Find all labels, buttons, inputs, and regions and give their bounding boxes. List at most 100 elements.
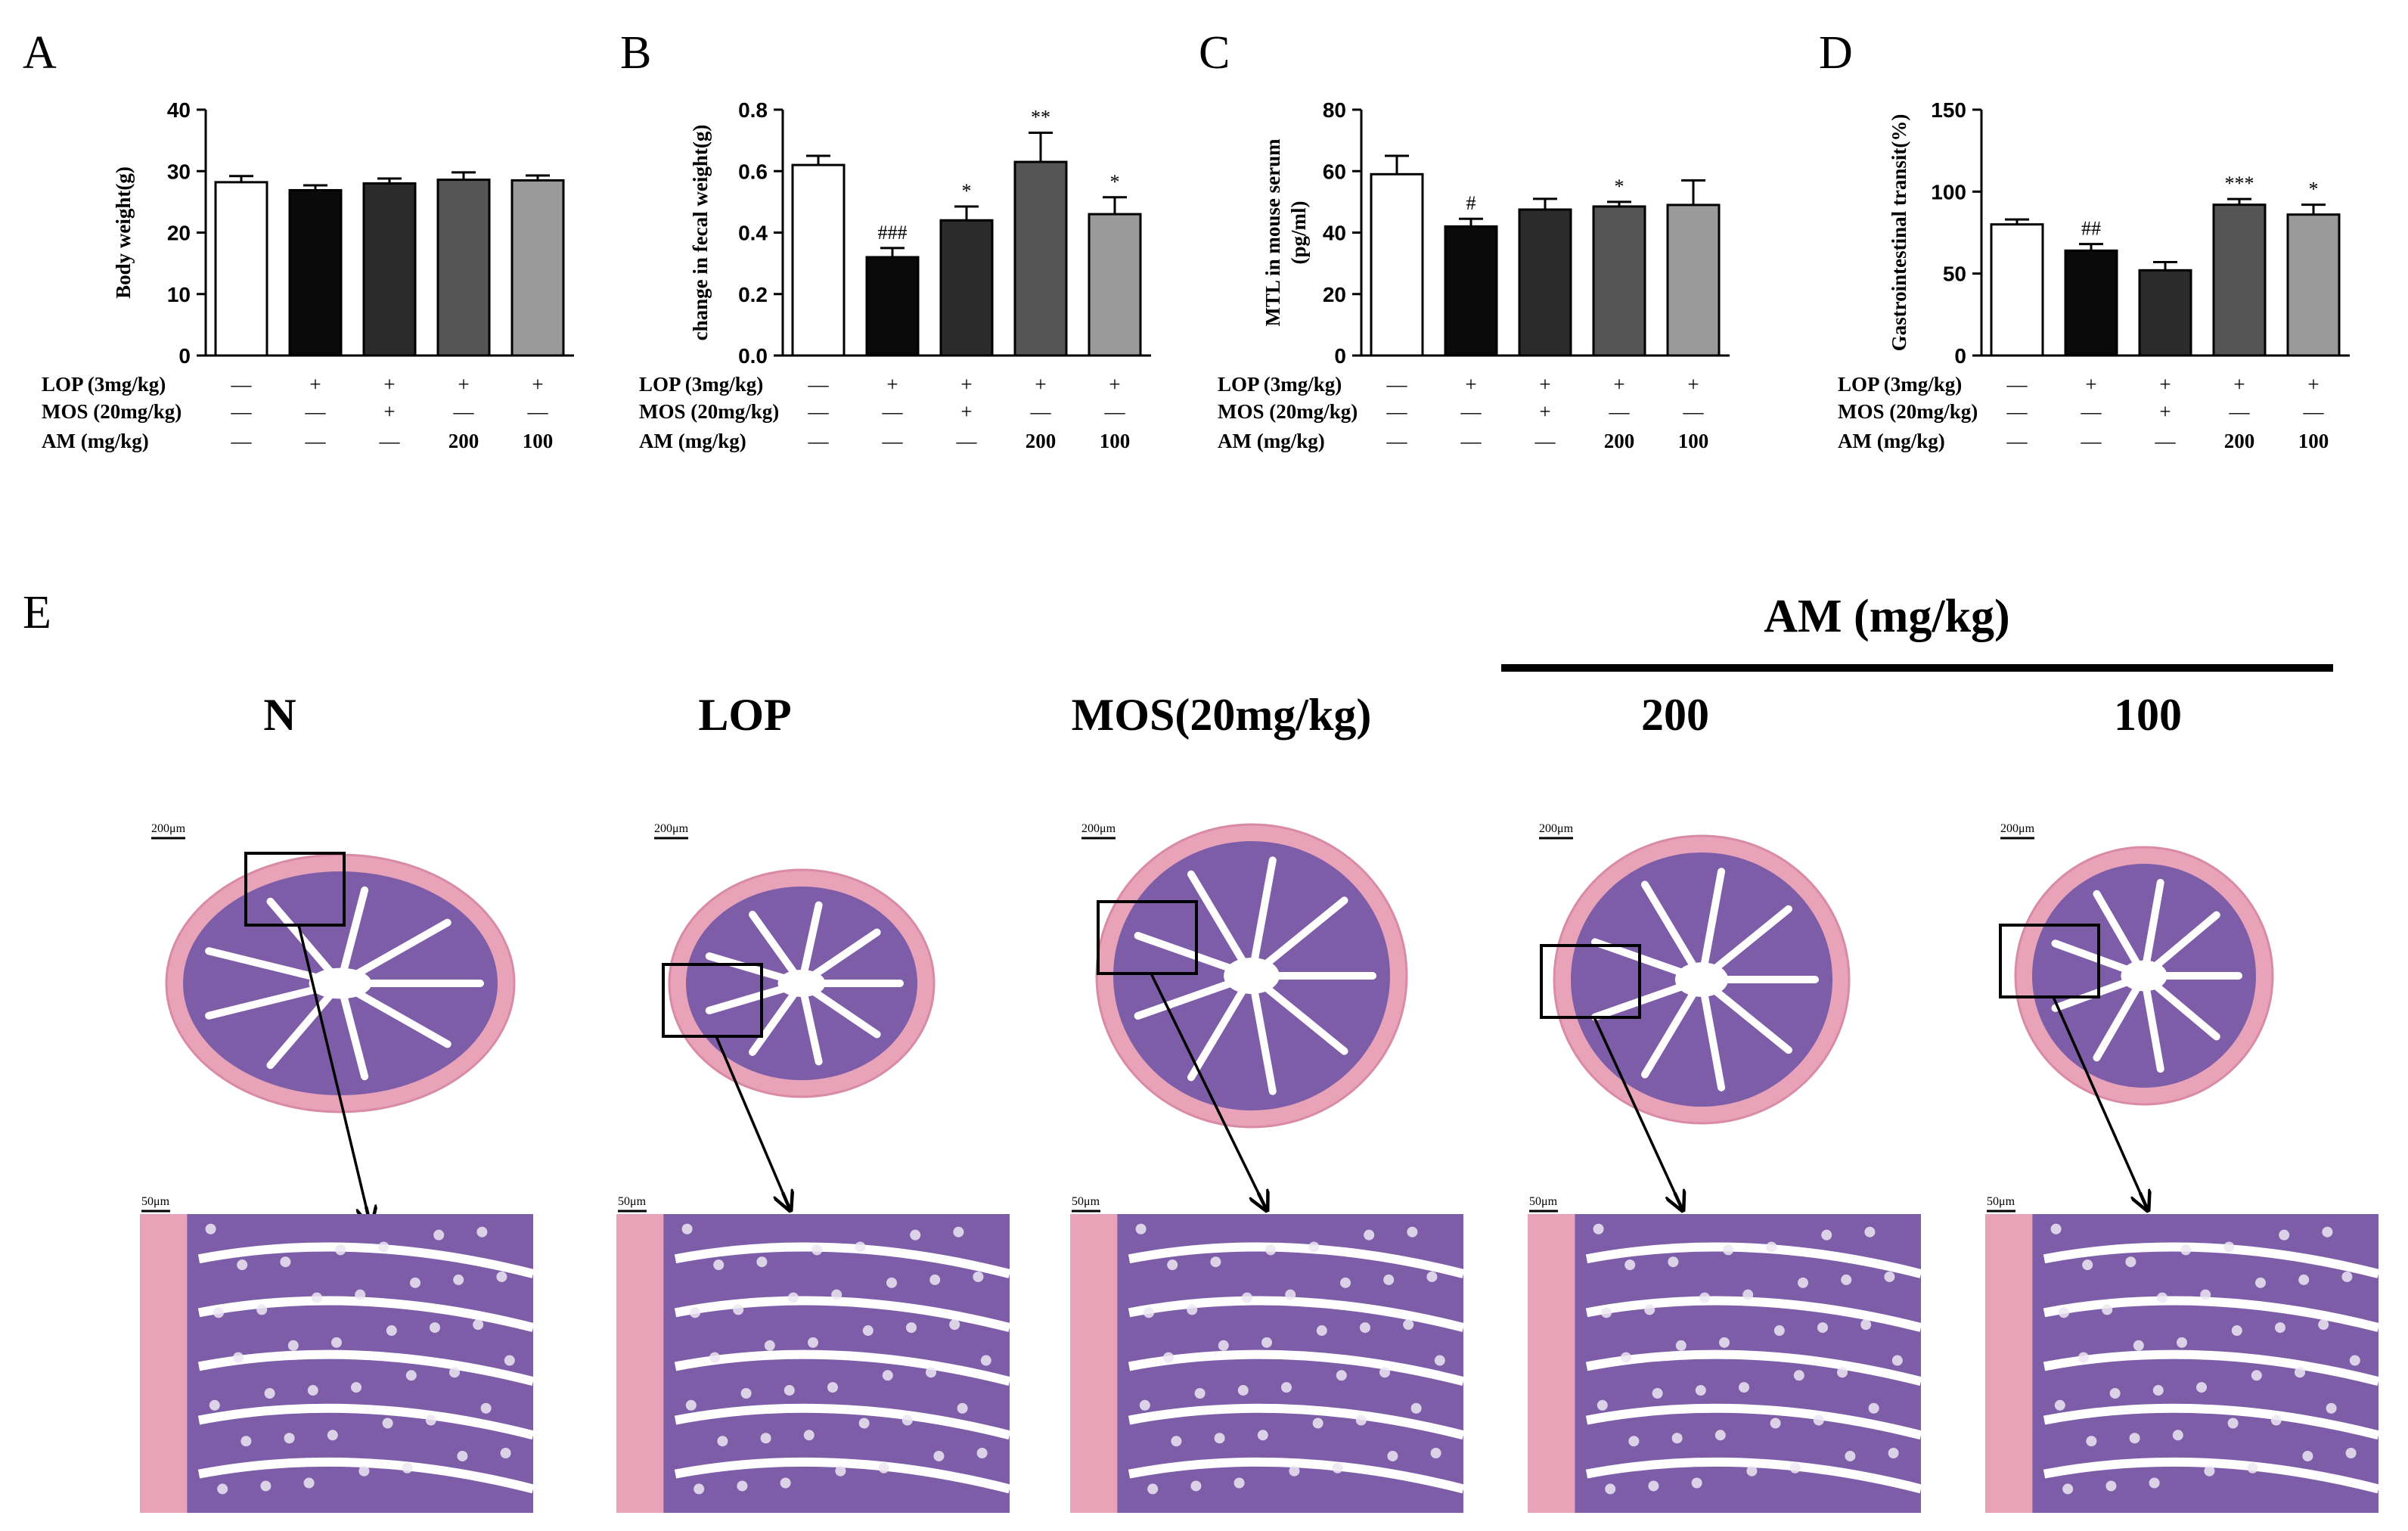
histology-group-0: N 200μm 50μm [140, 690, 535, 1513]
goblet-cell [280, 1256, 291, 1268]
zoom-selection-box [662, 963, 763, 1038]
goblet-cell [933, 1450, 945, 1461]
goblet-cell [2318, 1319, 2329, 1331]
goblet-cell [1289, 1465, 1300, 1477]
group-label: 200 [1641, 690, 1709, 740]
crypt-boundary [2043, 1242, 2380, 1278]
goblet-cell [2059, 1307, 2069, 1318]
treatment-row-label: MOS (20mg/kg) [639, 400, 779, 423]
goblet-cell [405, 1370, 417, 1381]
treatment-cell: + [1109, 373, 1120, 396]
goblet-cell [690, 1307, 700, 1318]
goblet-cell [1434, 1355, 1445, 1366]
goblet-cell [2341, 1271, 2353, 1282]
goblet-cell [1621, 1352, 1631, 1363]
goblet-cell [1605, 1483, 1616, 1495]
goblet-cell [1868, 1402, 1879, 1414]
goblet-cell [382, 1418, 393, 1429]
goblet-cell [476, 1226, 488, 1238]
goblet-cell [2129, 1433, 2140, 1444]
treatment-cell: 100 [2298, 430, 2329, 452]
goblet-cell [233, 1352, 244, 1363]
treatment-cell: — [231, 373, 253, 396]
goblet-cell [803, 1430, 815, 1441]
goblet-cell [1257, 1430, 1268, 1441]
goblet-cell [327, 1430, 338, 1441]
goblet-cell [2223, 1241, 2235, 1253]
goblet-cell [1593, 1223, 1604, 1234]
crypt-boundary [2043, 1296, 2380, 1332]
treatment-cell: + [458, 373, 469, 396]
bar-am-100 [1088, 213, 1142, 357]
goblet-cell [240, 1436, 252, 1447]
treatment-cell: — [305, 430, 327, 452]
goblet-cell [882, 1370, 893, 1381]
goblet-cell [906, 1322, 917, 1334]
treatment-cell: 200 [448, 430, 479, 452]
histology-group-3: 200 200μm 50μm [1528, 690, 1922, 1513]
goblet-cell [209, 1399, 220, 1411]
crypt-boundary [1585, 1403, 1922, 1440]
y-tick-label: 20 [167, 222, 191, 245]
goblet-cell [217, 1483, 228, 1495]
goblet-cell [284, 1433, 295, 1444]
goblet-cell [2227, 1418, 2239, 1429]
crypt-boundary [1128, 1457, 1465, 1494]
treatment-cell: — [1386, 373, 1408, 396]
y-axis-label: change in fecal weight(g) [689, 125, 712, 341]
significance-marker: *** [2225, 172, 2254, 194]
y-tick-label: 0 [1334, 344, 1346, 368]
goblet-cell [2152, 1385, 2164, 1396]
treatment-cell: — [2081, 400, 2102, 423]
bar-mos [2138, 269, 2192, 357]
bar-am-200 [2212, 203, 2267, 357]
chart-panel-d: D 0 50 100 150 Gastrointestinal transit(%) ## *… [1819, 27, 2350, 452]
y-tick-label: 80 [1323, 98, 1346, 122]
zoomed-muscle-layer [616, 1214, 664, 1513]
goblet-cell [358, 1465, 370, 1477]
goblet-cell [1281, 1382, 1292, 1393]
goblet-cell [1695, 1385, 1706, 1396]
goblet-cell [1601, 1307, 1612, 1318]
goblet-cell [858, 1418, 870, 1429]
crypt-boundary [197, 1403, 535, 1440]
lumen-fold [1248, 972, 1277, 1095]
goblet-cell [1147, 1483, 1159, 1495]
group-label: LOP [698, 690, 791, 740]
lumen-fold [1698, 868, 1726, 983]
y-tick-label: 40 [1323, 222, 1346, 245]
goblet-cell [1691, 1477, 1702, 1489]
treatment-cell: + [2307, 373, 2319, 396]
goblet-cell [256, 1304, 268, 1315]
lumen-fold [337, 980, 369, 1081]
crypt-boundary [1128, 1296, 1465, 1332]
goblet-cell [1167, 1259, 1178, 1271]
y-tick-label: 0 [1954, 344, 1966, 368]
goblet-cell [1135, 1223, 1147, 1234]
scale-label: 50μm [1529, 1195, 1558, 1208]
group-label: N [263, 690, 296, 740]
goblet-cell [1624, 1259, 1636, 1271]
treatment-cell: 200 [2224, 430, 2255, 452]
goblet-cell [1143, 1307, 1154, 1318]
zoom-arrow [297, 924, 371, 1225]
treatment-cell: — [2006, 430, 2028, 452]
treatment-cell: — [2303, 400, 2325, 423]
goblet-cell [2298, 1274, 2310, 1285]
goblet-cell [878, 1462, 889, 1474]
treatment-cell: — [808, 430, 830, 452]
goblet-cell [1312, 1418, 1323, 1429]
goblet-cell [1884, 1271, 1895, 1282]
treatment-cell: — [1460, 400, 1482, 423]
goblet-cell [1308, 1241, 1320, 1253]
goblet-cell [1821, 1229, 1832, 1241]
treatment-row-label: AM (mg/kg) [639, 430, 746, 452]
lumen-fold [337, 886, 369, 987]
goblet-cell [2326, 1402, 2337, 1414]
treatment-cell: — [956, 430, 978, 452]
zoom-selection-box [1097, 900, 1198, 975]
crypt-boundary [1128, 1403, 1465, 1440]
treatment-cell: — [1534, 430, 1556, 452]
goblet-cell [1410, 1402, 1422, 1414]
crypt-boundary [197, 1296, 535, 1332]
